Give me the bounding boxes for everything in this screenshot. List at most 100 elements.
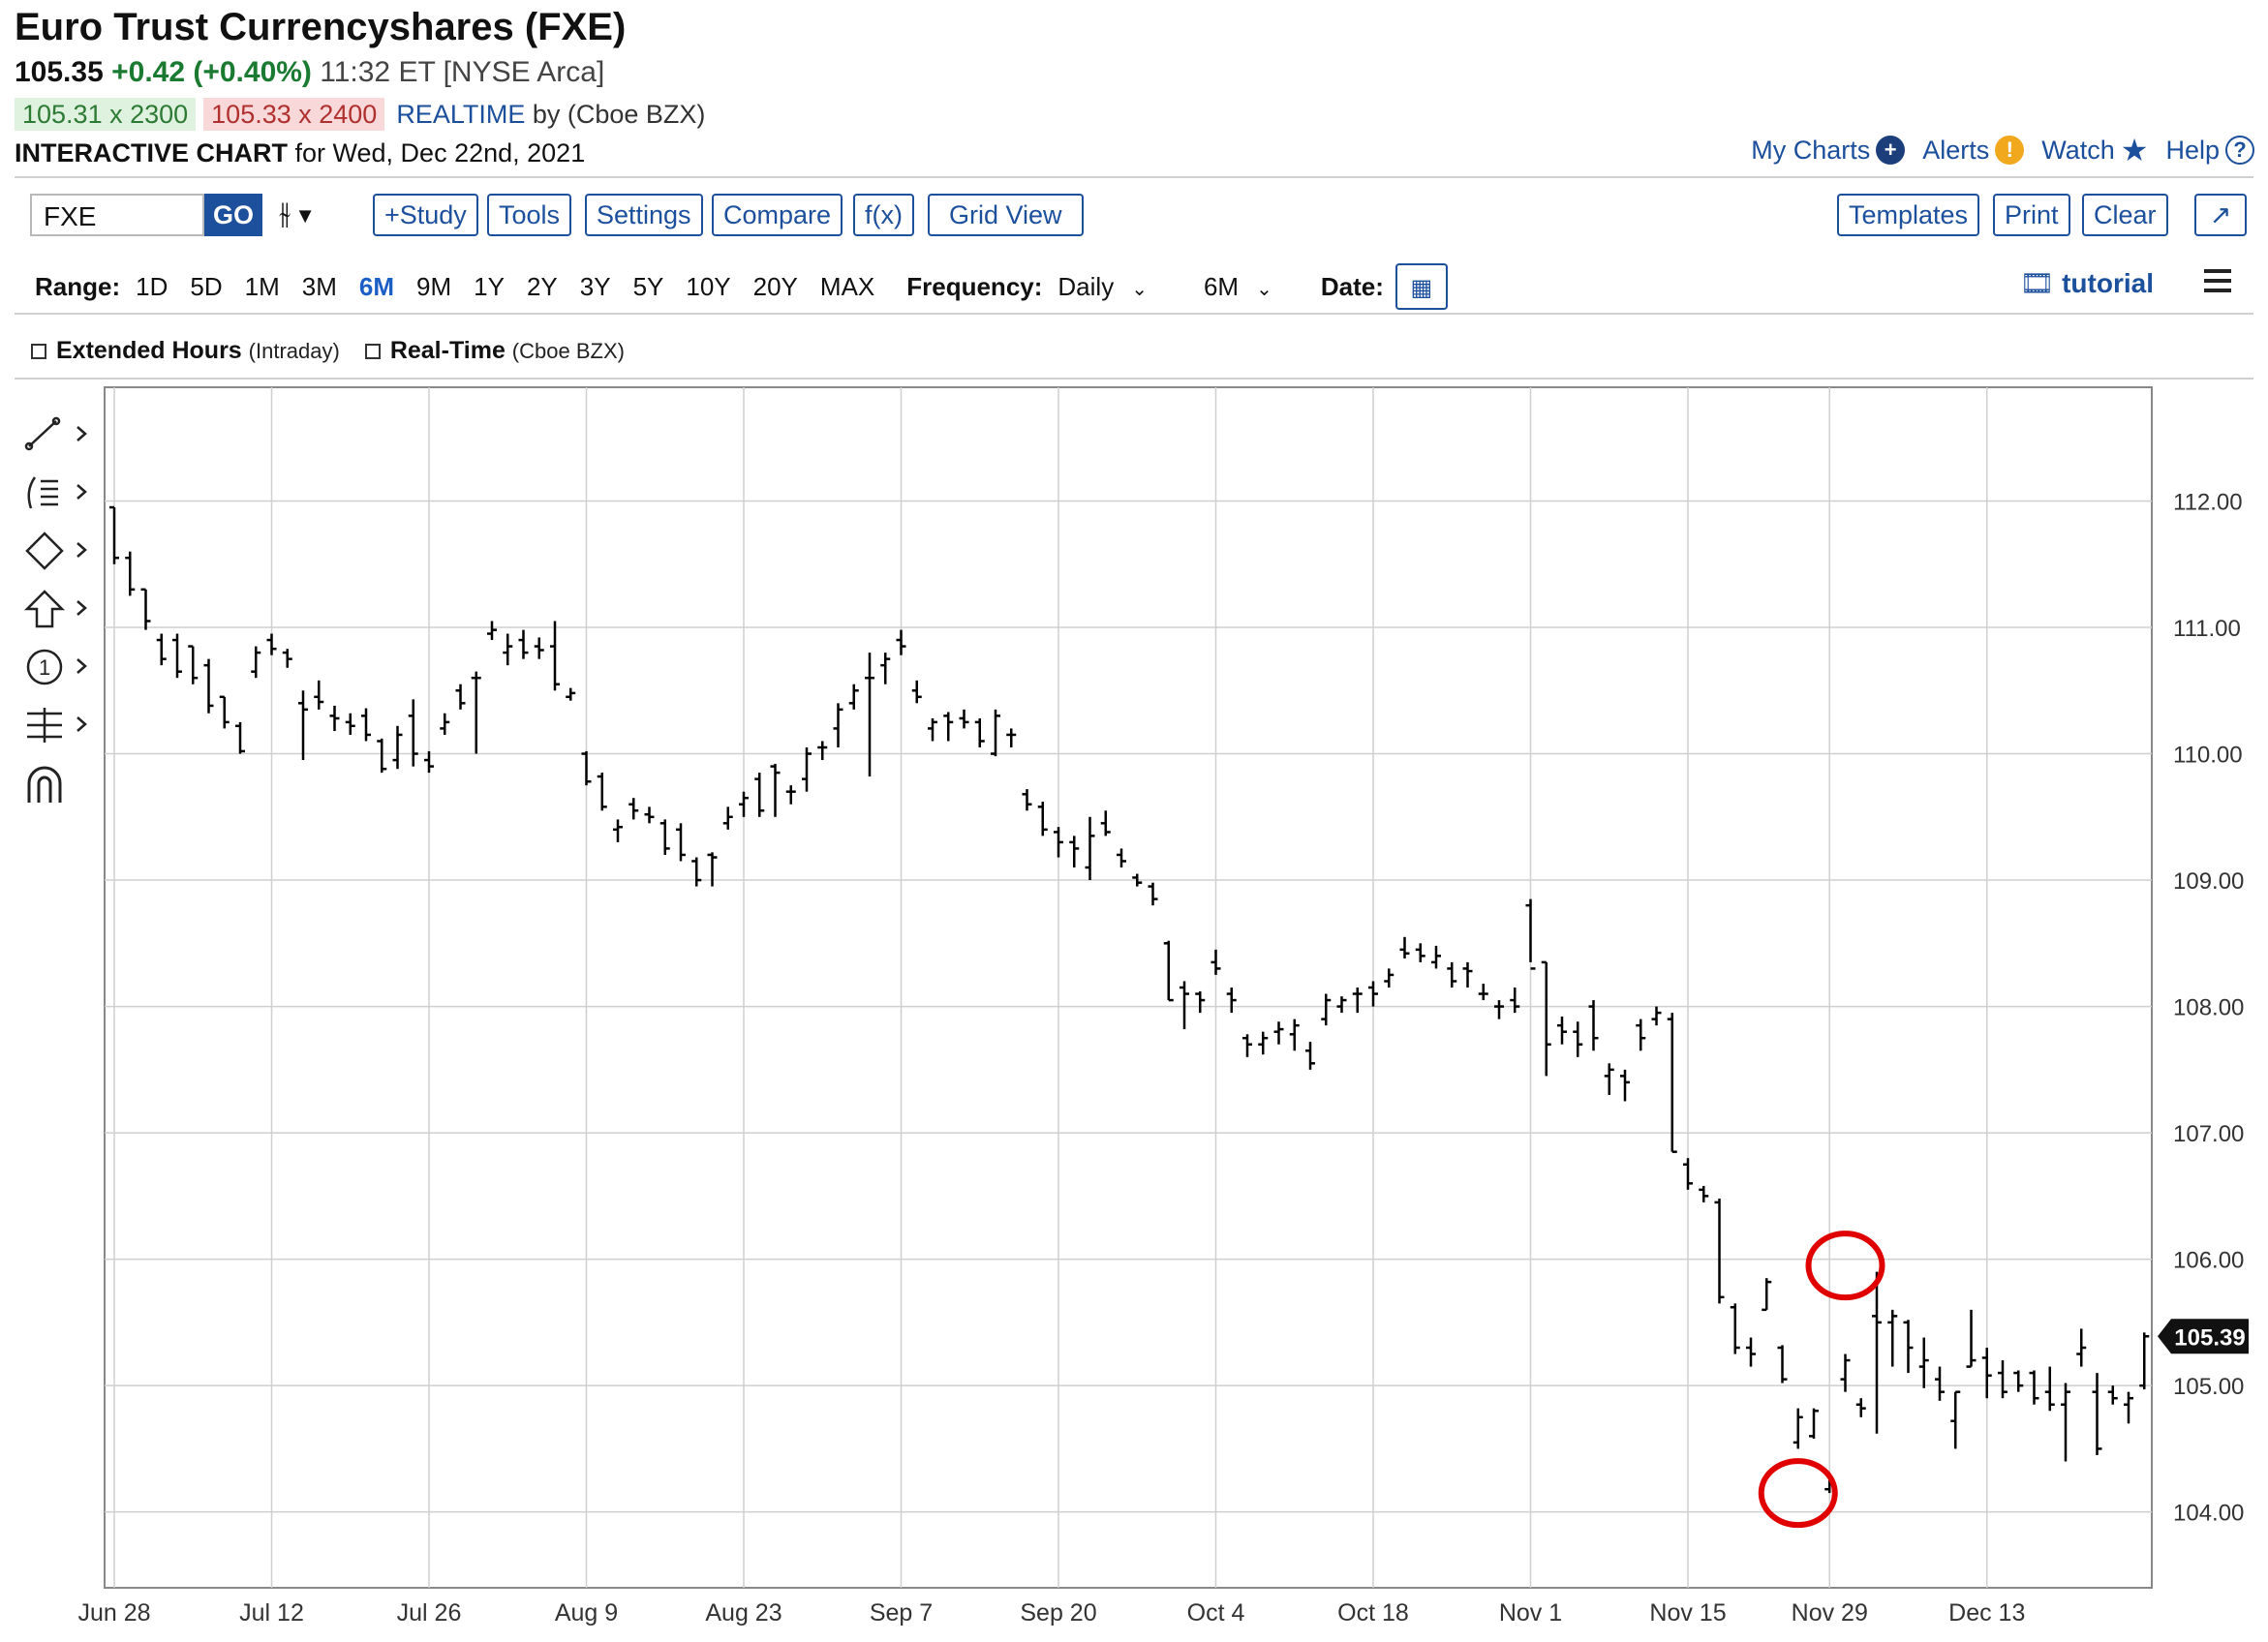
x-tick-label: Jul 12 bbox=[239, 1599, 304, 1627]
ohlc-bar bbox=[1258, 1031, 1269, 1055]
my-charts-link[interactable]: My Charts + bbox=[1751, 136, 1906, 166]
range-option-6m[interactable]: 6M bbox=[358, 271, 394, 301]
range-bar: Range: 1D 5D 1M 3M 6M 9M 1Y 2Y 3Y 5Y 10Y 20Y MAX Fre… bbox=[35, 263, 1448, 310]
x-tick-label: Aug 9 bbox=[555, 1599, 618, 1627]
clear-button[interactable]: Clear bbox=[2082, 194, 2168, 236]
ohlc-bar bbox=[156, 633, 167, 666]
quote-line: 105.35 +0.42 (+0.40%) 11:32 ET [NYSE Arc… bbox=[15, 56, 604, 89]
x-tick-label: Sep 7 bbox=[870, 1599, 933, 1627]
range-option-max[interactable]: MAX bbox=[819, 271, 875, 301]
range-option-5y[interactable]: 5Y bbox=[632, 271, 664, 301]
grid-view-button[interactable]: Grid View bbox=[928, 194, 1084, 236]
go-button[interactable]: GO bbox=[204, 194, 262, 236]
ohlc-bar bbox=[1950, 1390, 1961, 1449]
frequency-value: Daily bbox=[1057, 271, 1115, 301]
fx-button[interactable]: f(x) bbox=[853, 194, 914, 236]
ohlc-bar bbox=[1180, 981, 1189, 1030]
alerts-link[interactable]: Alerts! bbox=[1922, 136, 2025, 166]
help-link[interactable]: Help? bbox=[2165, 136, 2254, 166]
range-option-3m[interactable]: 3M bbox=[301, 271, 337, 301]
ohlc-bar bbox=[880, 653, 891, 684]
range-option-1y[interactable]: 1Y bbox=[474, 271, 505, 301]
realtime-option-sub: (Cboe BZX) bbox=[511, 338, 625, 363]
range-option-1d[interactable]: 1D bbox=[136, 271, 169, 301]
ohlc-bar bbox=[1573, 1021, 1583, 1057]
settings-button[interactable]: Settings bbox=[585, 194, 703, 236]
ohlc-bar bbox=[408, 699, 418, 767]
period-value: 6M bbox=[1203, 271, 1240, 301]
ohlc-bar bbox=[440, 713, 450, 735]
ohlc-bar bbox=[1006, 728, 1017, 747]
ohlc-bar bbox=[518, 629, 529, 659]
range-option-20y[interactable]: 20Y bbox=[752, 271, 798, 301]
y-tick-label: 112.00 bbox=[2173, 489, 2243, 515]
range-option-9m[interactable]: 9M bbox=[416, 271, 452, 301]
ohlc-bar bbox=[1636, 1019, 1646, 1051]
plot-area bbox=[104, 386, 2153, 1589]
shape-tool-icon[interactable] bbox=[25, 532, 87, 570]
ohlc-bar bbox=[848, 684, 859, 710]
line-tool-icon[interactable] bbox=[24, 416, 87, 451]
arrow-up-tool-icon[interactable] bbox=[23, 590, 87, 628]
ohlc-bar bbox=[644, 806, 655, 824]
watch-link[interactable]: Watch ★ bbox=[2041, 132, 2148, 168]
ohlc-bar bbox=[943, 712, 954, 742]
compare-button[interactable]: Compare bbox=[712, 194, 843, 236]
print-button[interactable]: Print bbox=[1993, 194, 2070, 236]
ohlc-bar bbox=[1998, 1360, 2007, 1399]
x-tick-label: Nov 29 bbox=[1792, 1599, 1868, 1627]
period-select[interactable]: 6M ⌄ bbox=[1204, 272, 1272, 302]
range-option-1m[interactable]: 1M bbox=[244, 271, 280, 301]
range-option-10y[interactable]: 10Y bbox=[686, 271, 731, 301]
ohlc-bar bbox=[2139, 1332, 2150, 1390]
star-icon: ★ bbox=[2120, 133, 2149, 167]
range-option-5d[interactable]: 5D bbox=[190, 271, 223, 301]
chart-label: INTERACTIVE CHART bbox=[15, 138, 288, 167]
frequency-select[interactable]: Daily ⌄ bbox=[1057, 272, 1148, 302]
last-price-label: 105.39 bbox=[2174, 1324, 2245, 1351]
options-row: Extended Hours (Intraday) Real-Time (Cbo… bbox=[31, 337, 625, 365]
study-button[interactable]: +Study bbox=[373, 194, 478, 236]
measure-tool-icon[interactable] bbox=[27, 708, 87, 743]
ohlc-bar bbox=[1872, 1271, 1882, 1434]
realtime-checkbox[interactable] bbox=[364, 343, 381, 359]
ohlc-bar bbox=[817, 741, 828, 761]
ohlc-bar bbox=[1117, 848, 1126, 867]
ohlc-bar bbox=[1699, 1185, 1709, 1202]
ohlc-bar bbox=[534, 637, 544, 659]
templates-button[interactable]: Templates bbox=[1837, 194, 1980, 236]
chart-type-selector[interactable]: ⫳ ▼ bbox=[279, 198, 316, 230]
expand-button[interactable]: ↗ bbox=[2194, 194, 2247, 236]
tutorial-link[interactable]: 🎞︎ tutorial bbox=[2020, 267, 2154, 299]
ohlc-bar bbox=[1148, 882, 1158, 906]
ohlc-bar bbox=[1384, 968, 1395, 988]
ohlc-bar bbox=[1336, 996, 1347, 1014]
x-tick-label: Dec 13 bbox=[1948, 1599, 2025, 1627]
extended-hours-label: Extended Hours bbox=[56, 337, 242, 364]
page-title: Euro Trust Currencyshares (FXE) bbox=[15, 6, 627, 48]
realtime-label[interactable]: REALTIME bbox=[396, 100, 526, 129]
ohlc-bar bbox=[1903, 1320, 1914, 1374]
ohlc-bar bbox=[928, 717, 937, 742]
ohlc-bar bbox=[1431, 945, 1441, 969]
ohlc-bar bbox=[1525, 898, 1536, 970]
range-option-3y[interactable]: 3Y bbox=[579, 271, 611, 301]
fib-tool-icon[interactable] bbox=[27, 476, 87, 509]
ohlc-bar bbox=[314, 680, 324, 710]
ohlc-bar bbox=[1132, 873, 1143, 887]
extended-hours-checkbox[interactable] bbox=[31, 343, 46, 359]
counter-tool-icon[interactable]: 1 bbox=[26, 649, 87, 685]
range-option-2y[interactable]: 2Y bbox=[526, 271, 558, 301]
hamburger-icon[interactable] bbox=[2204, 269, 2231, 298]
symbol-input[interactable]: FXE bbox=[30, 194, 204, 236]
ohlc-bar bbox=[1604, 1063, 1614, 1095]
tools-button[interactable]: Tools bbox=[487, 194, 572, 236]
calendar-button[interactable]: ▦ bbox=[1395, 263, 1448, 310]
ohlc-bar bbox=[991, 709, 1000, 757]
ohlc-bar bbox=[1037, 802, 1048, 836]
date-label: Date: bbox=[1320, 271, 1384, 301]
chevron-down-icon: ⌄ bbox=[1256, 278, 1272, 300]
magnet-icon[interactable] bbox=[27, 766, 62, 803]
ohlc-bar bbox=[1321, 993, 1332, 1026]
